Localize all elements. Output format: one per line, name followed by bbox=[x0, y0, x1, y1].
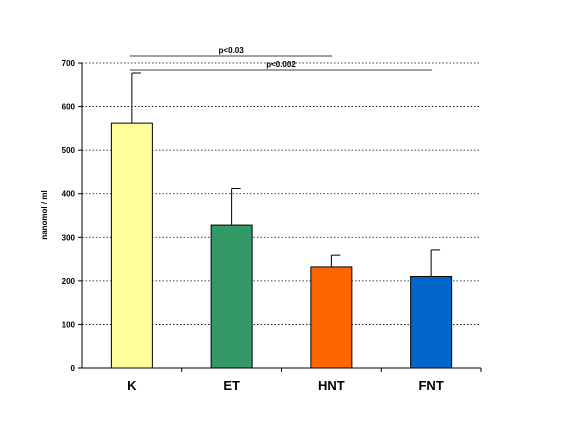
significance-label: p<0.03 bbox=[219, 46, 245, 55]
y-tick-label: 0 bbox=[71, 364, 76, 373]
bar-k bbox=[110, 122, 153, 369]
y-tick-label: 300 bbox=[62, 233, 76, 242]
x-tick-label: ET bbox=[223, 378, 240, 393]
significance-label: p<0.002 bbox=[266, 60, 296, 69]
y-tick-label: 700 bbox=[62, 59, 76, 68]
x-tick-label: K bbox=[127, 378, 137, 393]
bars bbox=[110, 122, 453, 369]
axes: 0 100 200 300 400 500 600 700 K ET HNT FNT bbox=[62, 59, 482, 393]
y-tick-label: 400 bbox=[62, 190, 76, 199]
bar-fnt bbox=[410, 276, 453, 369]
x-tick-label: HNT bbox=[318, 378, 345, 393]
x-tick-label: FNT bbox=[418, 378, 443, 393]
y-axis-label: nanomol / ml bbox=[40, 190, 49, 239]
y-tick-label: 500 bbox=[62, 146, 76, 155]
bar-hnt bbox=[310, 266, 353, 369]
y-tick-label: 200 bbox=[62, 277, 76, 286]
significance-annotations: p<0.03 p<0.002 bbox=[129, 46, 433, 71]
y-tick-label: 100 bbox=[62, 320, 76, 329]
error-bars bbox=[131, 72, 441, 277]
bar-et bbox=[210, 224, 253, 369]
y-tick-label: 600 bbox=[62, 103, 76, 112]
